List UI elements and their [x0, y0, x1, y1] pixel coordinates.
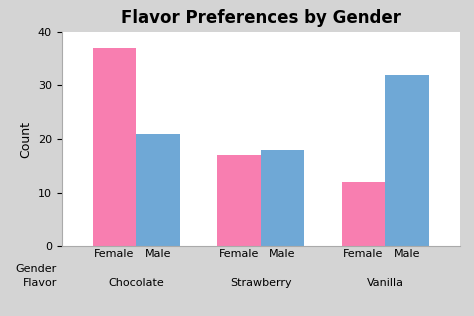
Text: Gender: Gender: [16, 264, 57, 274]
Text: Strawberry: Strawberry: [230, 278, 292, 288]
Text: Vanilla: Vanilla: [366, 278, 404, 288]
Text: Chocolate: Chocolate: [109, 278, 164, 288]
Text: Flavor: Flavor: [22, 278, 57, 288]
Bar: [342, 182, 385, 246]
Bar: [93, 48, 137, 246]
Title: Flavor Preferences by Gender: Flavor Preferences by Gender: [121, 9, 401, 27]
Y-axis label: Count: Count: [19, 120, 32, 158]
Bar: [385, 75, 428, 246]
Bar: [137, 134, 180, 246]
Bar: [261, 150, 304, 246]
Bar: [217, 155, 261, 246]
